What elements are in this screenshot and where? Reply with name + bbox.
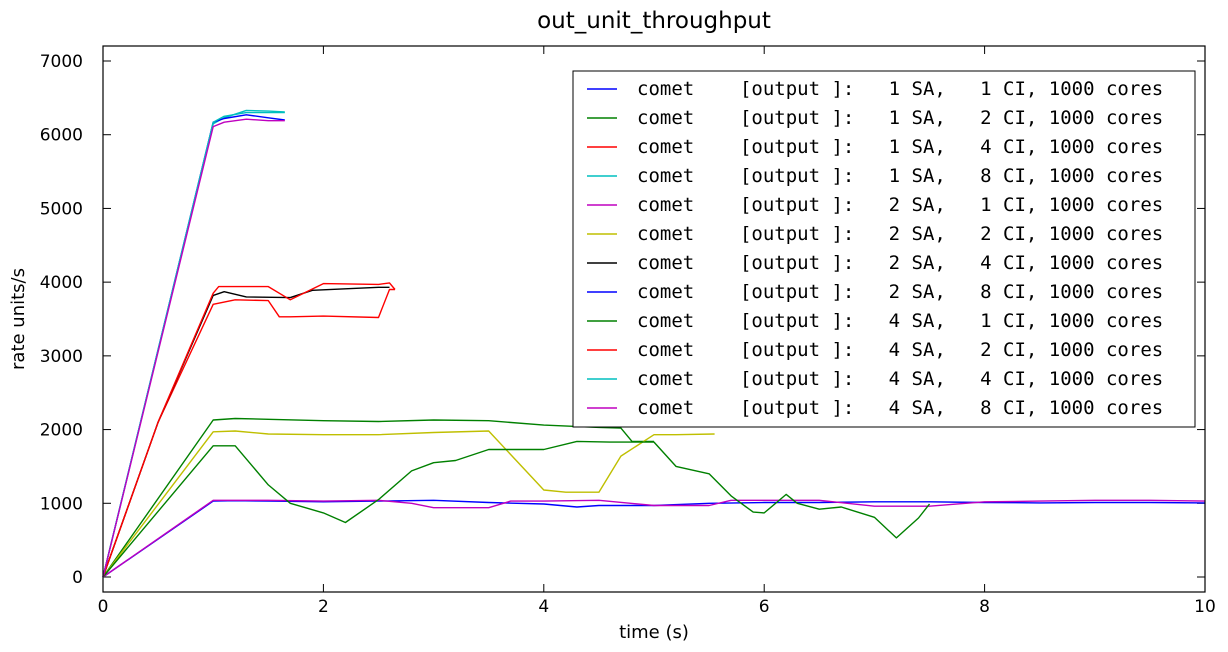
x-tick-label: 2 — [318, 597, 329, 617]
legend-entry: comet [output ]: 4 SA, 4 CI, 1000 cores — [637, 368, 1163, 390]
series-line-2 — [102, 417, 654, 578]
x-tick-label: 4 — [538, 597, 549, 617]
legend-entry: comet [output ]: 4 SA, 2 CI, 1000 cores — [637, 339, 1163, 361]
y-tick-label: 6000 — [40, 126, 83, 146]
legend-entry: comet [output ]: 4 SA, 1 CI, 1000 cores — [637, 310, 1163, 332]
y-tick-label: 2000 — [40, 421, 83, 441]
series-line-4 — [102, 109, 285, 578]
series-line-6 — [102, 430, 715, 578]
x-tick-label: 6 — [759, 597, 770, 617]
legend-entry: comet [output ]: 2 SA, 8 CI, 1000 cores — [637, 281, 1163, 303]
y-tick-label: 4000 — [40, 273, 83, 293]
legend-entry: comet [output ]: 4 SA, 8 CI, 1000 cores — [637, 397, 1163, 419]
legend-entry: comet [output ]: 1 SA, 1 CI, 1000 cores — [637, 78, 1163, 100]
y-tick-label: 5000 — [40, 199, 83, 219]
legend-entry: comet [output ]: 2 SA, 1 CI, 1000 cores — [637, 194, 1163, 216]
x-axis-label: time (s) — [619, 622, 689, 643]
series-line-11 — [102, 111, 285, 578]
legend-entry: comet [output ]: 2 SA, 2 CI, 1000 cores — [637, 223, 1163, 245]
y-axis-label: rate units/s — [8, 268, 29, 370]
series-line-5 — [102, 499, 1206, 578]
x-tick-label: 10 — [1194, 597, 1216, 617]
legend-entry: comet [output ]: 1 SA, 4 CI, 1000 cores — [637, 136, 1163, 158]
legend-entry: comet [output ]: 1 SA, 8 CI, 1000 cores — [637, 165, 1163, 187]
series-line-3 — [102, 288, 395, 578]
legend: comet [output ]: 1 SA, 1 CI, 1000 cores c… — [572, 70, 1196, 428]
series-line-9 — [102, 440, 931, 578]
x-tick-label: 8 — [979, 597, 990, 617]
y-tick-label: 3000 — [40, 347, 83, 367]
legend-entry: comet [output ]: 2 SA, 4 CI, 1000 cores — [637, 252, 1163, 274]
chart-title: out_unit_throughput — [537, 8, 771, 34]
y-tick-label: 1000 — [40, 494, 83, 514]
plot-frame — [102, 45, 1206, 593]
y-tick-label: 7000 — [40, 52, 83, 72]
plot-series — [102, 109, 1206, 578]
legend-entry: comet [output ]: 1 SA, 2 CI, 1000 cores — [637, 107, 1163, 129]
series-line-12 — [102, 118, 285, 578]
legend-box — [572, 70, 1196, 428]
x-tick-label: 0 — [98, 597, 109, 617]
series-line-1 — [102, 499, 1206, 578]
y-axis: 0 1000 2000 3000 4000 5000 6000 7000 — [40, 52, 1205, 588]
series-line-10 — [102, 282, 396, 578]
y-tick-label: 0 — [72, 568, 83, 588]
